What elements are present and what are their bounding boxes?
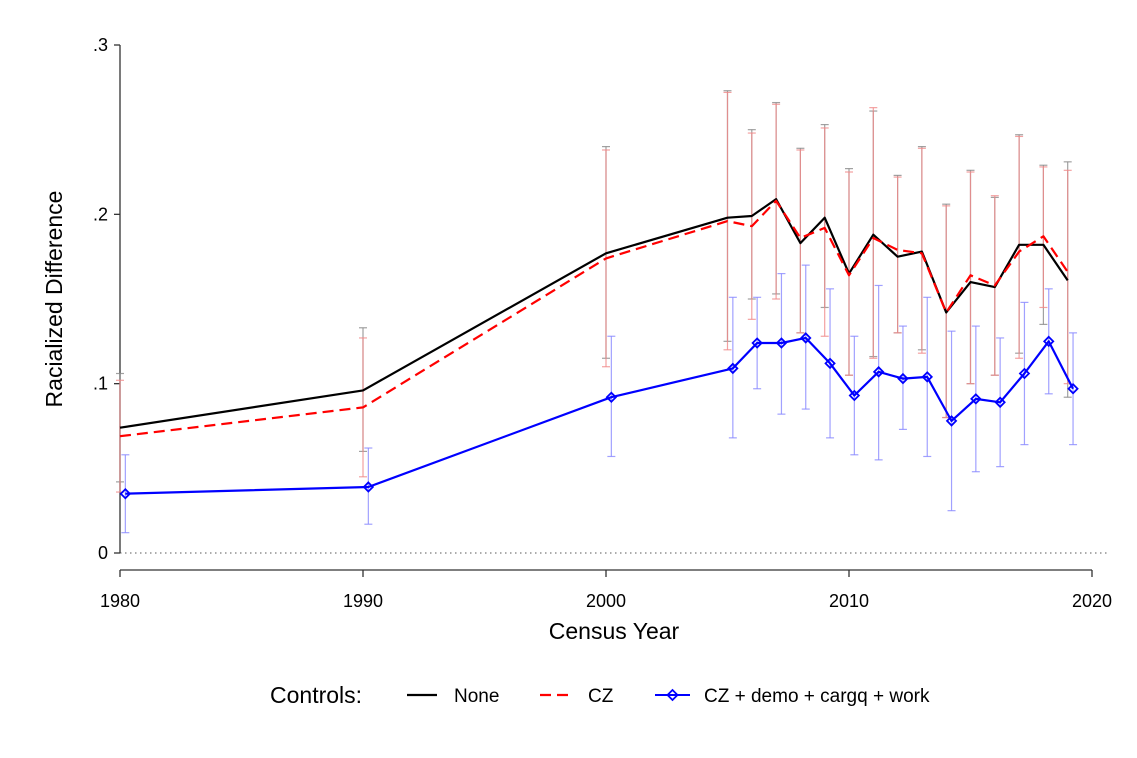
legend-item-cz: CZ [540,686,614,707]
legend-label-cz: CZ [588,686,614,707]
legend-title: Controls: [270,682,362,708]
data-point-cz-demo-cargq-work [994,396,1006,409]
data-point-cz-demo-cargq-work [872,366,885,378]
data-point-cz-demo-cargq-work [897,372,909,385]
legend-item-cz-demo-cargq-work: CZ + demo + cargq + work [655,686,930,707]
data-point-cz-demo-cargq-work [1067,382,1079,395]
y-tick-label: .2 [93,204,108,224]
x-axis: 1980 1990 2000 2010 2020 [100,569,1112,611]
data-point-cz-demo-cargq-work [824,357,836,370]
legend-label-none: None [454,686,499,707]
series-line-none [119,198,1069,429]
data-point-cz-demo-cargq-work [605,391,618,403]
series-markers [119,332,1079,500]
x-tick-label: 2010 [829,591,869,611]
error-bar-cz [966,171,975,385]
x-axis-title: Census Year [549,618,680,644]
x-ticks: 1980 1990 2000 2010 2020 [100,570,1112,611]
x-tick-label: 1980 [100,591,140,611]
data-point-cz-demo-cargq-work [945,415,958,427]
data-point-cz-demo-cargq-work [970,393,982,405]
x-tick-label: 2020 [1072,591,1112,611]
data-point-cz-demo-cargq-work [799,332,812,344]
series-line-cz-demo-cargq-work [125,336,1074,495]
y-axis: 0 .1 .2 .3 [93,35,121,563]
error-bar-cz-demo-cargq-work [1069,332,1078,446]
y-ticks: 0 .1 .2 .3 [93,35,120,563]
x-tick-label: 1990 [343,591,383,611]
legend-diamond-marker [666,688,679,702]
legend: Controls: None CZ CZ + demo + cargq + wo… [270,682,930,708]
y-axis-title: Racialized Difference [41,191,67,408]
error-bar-cz [1015,135,1024,359]
data-point-cz-demo-cargq-work [848,389,861,402]
data-point-cz-demo-cargq-work [1018,367,1031,380]
data-point-cz-demo-cargq-work [362,481,375,493]
error-bars [116,90,1078,534]
legend-item-none: None [407,686,499,707]
y-tick-label: 0 [98,543,108,563]
series-lines [119,198,1074,495]
data-point-cz-demo-cargq-work [1042,335,1055,348]
error-bar-cz [869,107,878,359]
data-point-cz-demo-cargq-work [775,337,788,349]
y-tick-label: .3 [93,35,108,55]
error-bar-cz [893,176,902,334]
data-point-cz-demo-cargq-work [119,487,132,500]
y-tick-label: .1 [93,374,108,394]
data-point-cz-demo-cargq-work [921,371,934,383]
error-bar-cz [820,127,829,337]
data-point-cz-demo-cargq-work [751,337,763,349]
data-point-cz-demo-cargq-work [727,362,739,375]
series-line-cz [119,199,1069,438]
x-tick-label: 2000 [586,591,626,611]
legend-label-cz-demo-cargq-work: CZ + demo + cargq + work [704,686,930,707]
